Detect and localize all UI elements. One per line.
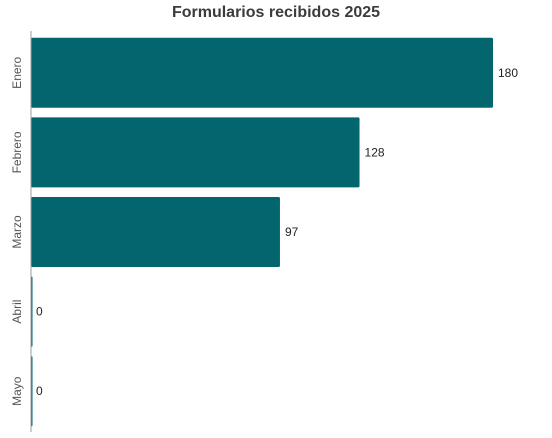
- category-label-abril: Abril: [10, 300, 24, 324]
- value-label-marzo: 97: [285, 225, 299, 239]
- chart-title: Formularios recibidos 2025: [171, 4, 381, 21]
- bar-febrero[interactable]: [31, 117, 360, 188]
- category-label-marzo: Marzo: [10, 215, 24, 249]
- bar-marzo[interactable]: [31, 197, 280, 267]
- category-label-febrero: Febrero: [10, 131, 24, 173]
- value-label-abril: 0: [36, 305, 43, 319]
- value-label-mayo: 0: [36, 384, 43, 398]
- labels-group: 180 Enero 128 Febrero 97 Marzo 0 Abril 0 Mayo: [10, 56, 518, 405]
- category-label-mayo: Mayo: [10, 376, 24, 406]
- value-label-enero: 180: [498, 66, 518, 80]
- value-label-febrero: 128: [365, 145, 385, 159]
- category-label-enero: Enero: [10, 56, 24, 88]
- bars-group: [31, 37, 493, 427]
- bar-enero[interactable]: [31, 37, 493, 108]
